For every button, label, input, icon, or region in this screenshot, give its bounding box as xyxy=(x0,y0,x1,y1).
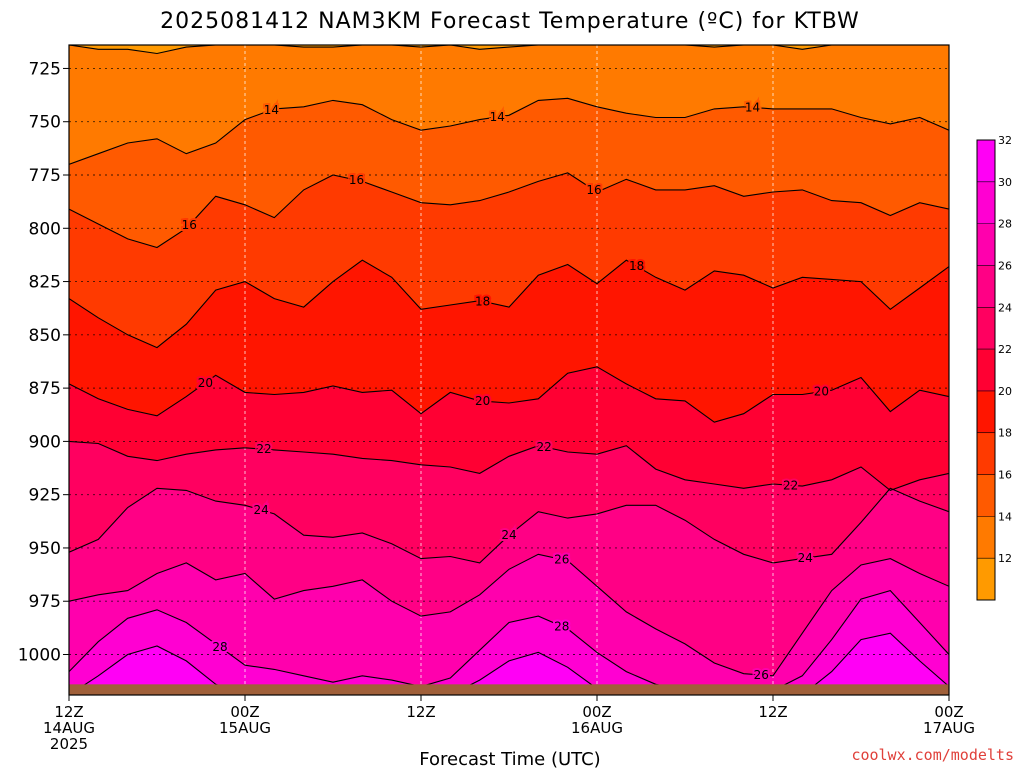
colorbar-label: 12 xyxy=(998,552,1012,565)
colorbar-label: 18 xyxy=(998,427,1012,440)
x-tick-year: 2025 xyxy=(50,735,88,753)
contour-line-12 xyxy=(69,45,949,55)
colorbar-swatch xyxy=(977,349,995,392)
colorbar-label: 24 xyxy=(998,301,1012,314)
y-tick-label: 950 xyxy=(29,539,61,559)
colorbar-label: 32 xyxy=(998,134,1012,147)
contour-label-18: 18 xyxy=(629,259,644,273)
x-tick-label: 12Z xyxy=(54,703,83,721)
ground-surface xyxy=(69,684,949,695)
colorbar-swatch xyxy=(977,265,995,308)
contour-label-14: 14 xyxy=(264,103,279,117)
contour-label-14: 14 xyxy=(745,100,760,114)
y-tick-label: 875 xyxy=(29,379,61,399)
contour-line-16 xyxy=(69,172,949,249)
colorbar-swatch xyxy=(977,181,995,225)
y-tick-label: 825 xyxy=(29,273,61,293)
colorbar-label: 16 xyxy=(998,469,1012,482)
colorbar-swatch xyxy=(977,558,995,601)
colorbar-label: 14 xyxy=(998,510,1012,523)
temperature-fill-bands xyxy=(69,45,949,695)
colorbar-swatch xyxy=(977,432,995,476)
contour-label-24: 24 xyxy=(253,503,268,517)
contour-labels: 14 14 14 16 16 16 18 18 20 20 20 22 22 22 24 24 24 26 26 28… xyxy=(180,98,831,684)
contour-label-20: 20 xyxy=(814,385,829,399)
contour-label-20: 20 xyxy=(475,394,490,408)
colorbar-label: 30 xyxy=(998,176,1012,189)
grid-lines xyxy=(69,45,949,695)
contour-label-14: 14 xyxy=(490,110,505,124)
y-tick-label: 1000 xyxy=(18,646,61,666)
plot-frame xyxy=(68,44,950,696)
y-tick-label: 925 xyxy=(29,486,61,506)
contour-label-22: 22 xyxy=(783,478,798,492)
colorbar-frame xyxy=(976,139,996,601)
contour-label-28: 28 xyxy=(554,619,569,633)
contour-label-26: 26 xyxy=(754,668,769,682)
y-axis: 725 750 775 800 825 850 875 900 925 950 975 1000 xyxy=(18,59,69,666)
colorbar-swatch xyxy=(977,474,995,517)
contour-line-30 xyxy=(69,632,949,695)
contour-label-24: 24 xyxy=(501,528,516,542)
x-tick-label: 00Z xyxy=(582,703,611,721)
contour-line-20 xyxy=(69,366,949,423)
colorbar-swatch xyxy=(977,307,995,350)
contour-line-26 xyxy=(69,553,949,677)
colorbar-swatch xyxy=(977,140,995,183)
temperature-contours xyxy=(69,45,949,695)
plot-area: 14 14 14 16 16 16 18 18 20 20 20 22 22 22 24 24 24 26 26 28… xyxy=(69,45,949,695)
x-tick-date: 15AUG xyxy=(219,719,271,737)
contour-line-24 xyxy=(69,487,949,564)
x-tick-label: 00Z xyxy=(230,703,259,721)
colorbar-swatch xyxy=(977,516,995,559)
chart-title: 2025081412 NAM3KM Forecast Temperature (… xyxy=(160,9,860,34)
contour-line-28 xyxy=(69,589,949,692)
contour-label-18: 18 xyxy=(475,294,490,308)
ground-strip xyxy=(69,684,949,695)
contour-label-16: 16 xyxy=(182,218,197,232)
contour-label-22: 22 xyxy=(256,442,271,456)
contour-line-18 xyxy=(69,259,949,349)
y-tick-label: 850 xyxy=(29,326,61,346)
colorbar: 12 14 16 18 20 22 24 26 28 30 32 xyxy=(976,134,1012,601)
colorbar-label: 20 xyxy=(998,385,1012,398)
y-tick-label: 775 xyxy=(29,166,61,186)
contour-label-24: 24 xyxy=(798,551,813,565)
contour-label-16: 16 xyxy=(349,173,364,187)
colorbar-label: 26 xyxy=(998,259,1012,272)
contour-label-28: 28 xyxy=(212,640,227,654)
x-tick-date: 16AUG xyxy=(571,719,623,737)
contour-label-26: 26 xyxy=(554,552,569,566)
x-tick-label: 12Z xyxy=(406,703,435,721)
colorbar-swatch xyxy=(977,223,995,266)
x-tick-date: 14AUG xyxy=(43,719,95,737)
credit-text: coolwx.com/modelts xyxy=(851,746,1014,764)
contour-label-20: 20 xyxy=(198,376,213,390)
y-tick-label: 725 xyxy=(29,59,61,79)
contour-label-22: 22 xyxy=(537,440,552,454)
x-axis-label: Forecast Time (UTC) xyxy=(419,749,600,768)
band-fill xyxy=(69,590,949,695)
colorbar-label: 22 xyxy=(998,343,1012,356)
colorbar-label: 28 xyxy=(998,218,1012,231)
x-tick-date: 17AUG xyxy=(923,719,975,737)
y-tick-label: 750 xyxy=(29,113,61,133)
x-tick-label: 12Z xyxy=(758,703,787,721)
x-tick-label: 00Z xyxy=(934,703,963,721)
contour-label-16: 16 xyxy=(586,183,601,197)
y-tick-label: 900 xyxy=(29,432,61,452)
contour-line-14 xyxy=(69,97,949,165)
colorbar-swatch xyxy=(977,390,995,434)
y-tick-label: 800 xyxy=(29,219,61,239)
y-tick-label: 975 xyxy=(29,592,61,612)
band-fill xyxy=(69,633,949,695)
contour-line-22 xyxy=(69,440,949,492)
